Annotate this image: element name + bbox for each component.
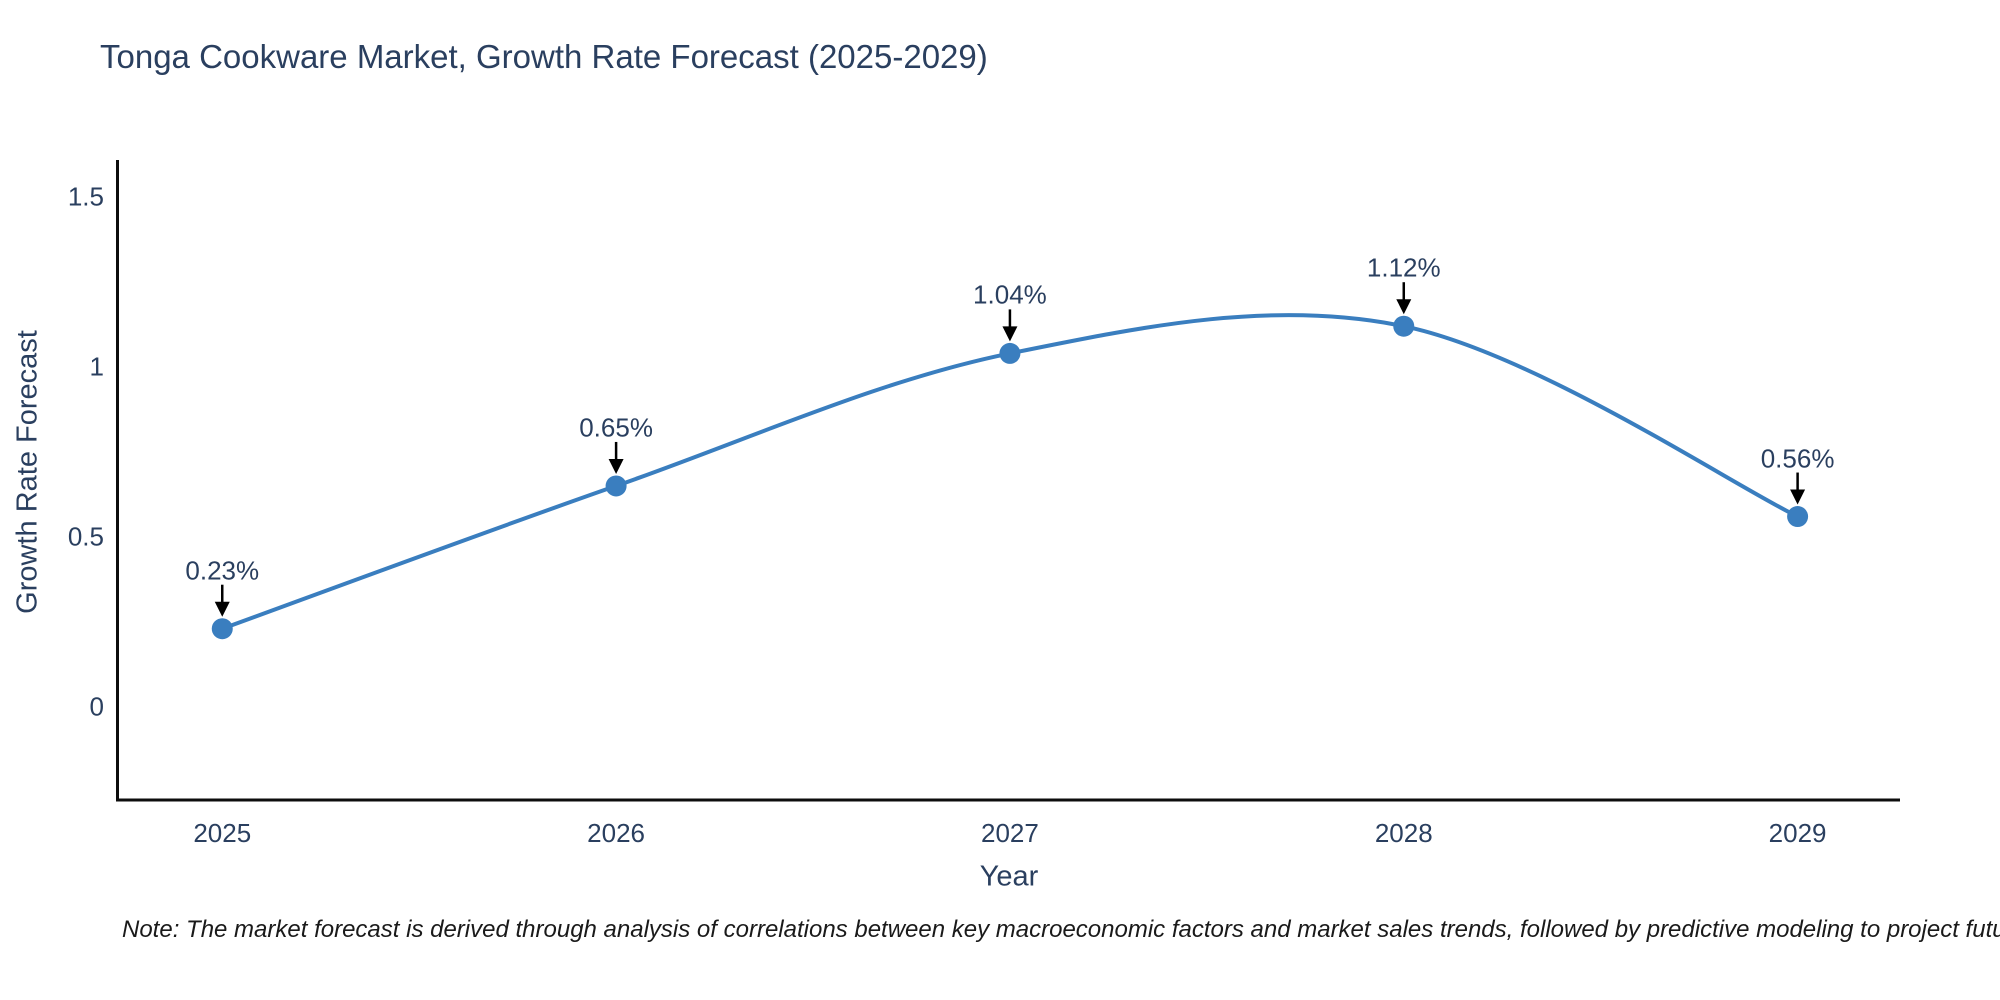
x-tick-label: 2025 [193, 818, 252, 848]
annotation-arrowhead [1396, 299, 1412, 315]
x-tick-label: 2028 [1374, 818, 1433, 848]
annotation-arrowhead [608, 458, 624, 474]
data-point-marker [211, 618, 233, 640]
y-axis-title: Growth Rate Forecast [11, 330, 44, 614]
x-tick-label: 2027 [981, 818, 1039, 848]
annotation-arrowhead [1790, 489, 1806, 505]
y-tick-label: 0 [89, 691, 104, 722]
annotation-arrowhead [214, 601, 230, 617]
chart-title: Tonga Cookware Market, Growth Rate Forec… [100, 38, 988, 75]
data-point-marker [999, 342, 1021, 364]
x-axis-title: Year [979, 860, 1039, 893]
point-annotation: 1.04% [973, 279, 1047, 310]
data-point-marker [1393, 315, 1415, 337]
x-tick-label: 2029 [1768, 818, 1827, 848]
data-point-marker [1787, 506, 1809, 528]
x-tick-label: 2026 [587, 818, 646, 848]
y-tick-label: 1 [89, 351, 104, 382]
point-annotation: 1.12% [1366, 252, 1441, 283]
data-point-marker [605, 475, 627, 497]
footnote: Note: The market forecast is derived thr… [122, 916, 2000, 943]
y-tick-label: 1.5 [67, 181, 104, 212]
point-annotation: 0.23% [185, 555, 260, 586]
y-tick-label: 0.5 [67, 521, 104, 552]
point-annotation: 0.56% [1760, 443, 1835, 474]
annotation-arrowhead [1002, 326, 1018, 342]
point-annotation: 0.65% [579, 412, 653, 443]
